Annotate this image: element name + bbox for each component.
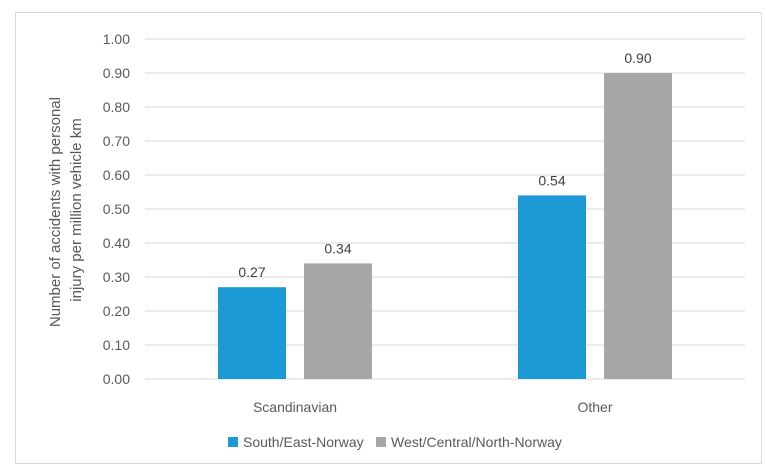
y-tick-label: 0.10 [103, 337, 130, 353]
y-axis-ticks: 0.00 0.10 0.20 0.30 0.40 0.50 0.60 0.70 0.80 0.90… [103, 31, 130, 387]
legend-swatch [228, 437, 238, 447]
data-labels: 0.27 0.34 0.54 0.90 [238, 50, 651, 280]
category-label: Scandinavian [253, 399, 337, 415]
data-label: 0.90 [624, 50, 651, 66]
legend-label: South/East-Norway [243, 434, 364, 450]
category-label: Other [577, 399, 612, 415]
y-tick-label: 0.40 [103, 235, 130, 251]
data-label: 0.34 [324, 240, 351, 256]
bar-west-central-north-norway-other [604, 73, 672, 379]
y-tick-label: 0.50 [103, 201, 130, 217]
legend: South/East-Norway West/Central/North-Norw… [228, 434, 562, 450]
bar-south-east-norway-scandinavian [218, 287, 286, 379]
data-label: 0.27 [238, 264, 265, 280]
y-tick-label: 0.60 [103, 167, 130, 183]
y-tick-label: 0.70 [103, 133, 130, 149]
y-axis-title-line-1: Number of accidents with personal [47, 97, 64, 327]
y-tick-label: 1.00 [103, 31, 130, 47]
y-tick-label: 0.30 [103, 269, 130, 285]
y-tick-label: 0.20 [103, 303, 130, 319]
y-tick-label: 0.80 [103, 99, 130, 115]
category-labels: Scandinavian Other [253, 399, 613, 415]
y-tick-label: 0.90 [103, 65, 130, 81]
y-axis-title-line-2: injury per million vehicle km [68, 118, 85, 301]
y-axis-title: Number of accidents with personal injury… [47, 93, 85, 327]
bar-south-east-norway-other [518, 195, 586, 379]
bars [218, 73, 672, 379]
y-tick-label: 0.00 [103, 371, 130, 387]
bar-west-central-north-norway-scandinavian [304, 263, 372, 379]
legend-label: West/Central/North-Norway [391, 434, 562, 450]
data-label: 0.54 [538, 172, 565, 188]
legend-swatch [376, 437, 386, 447]
